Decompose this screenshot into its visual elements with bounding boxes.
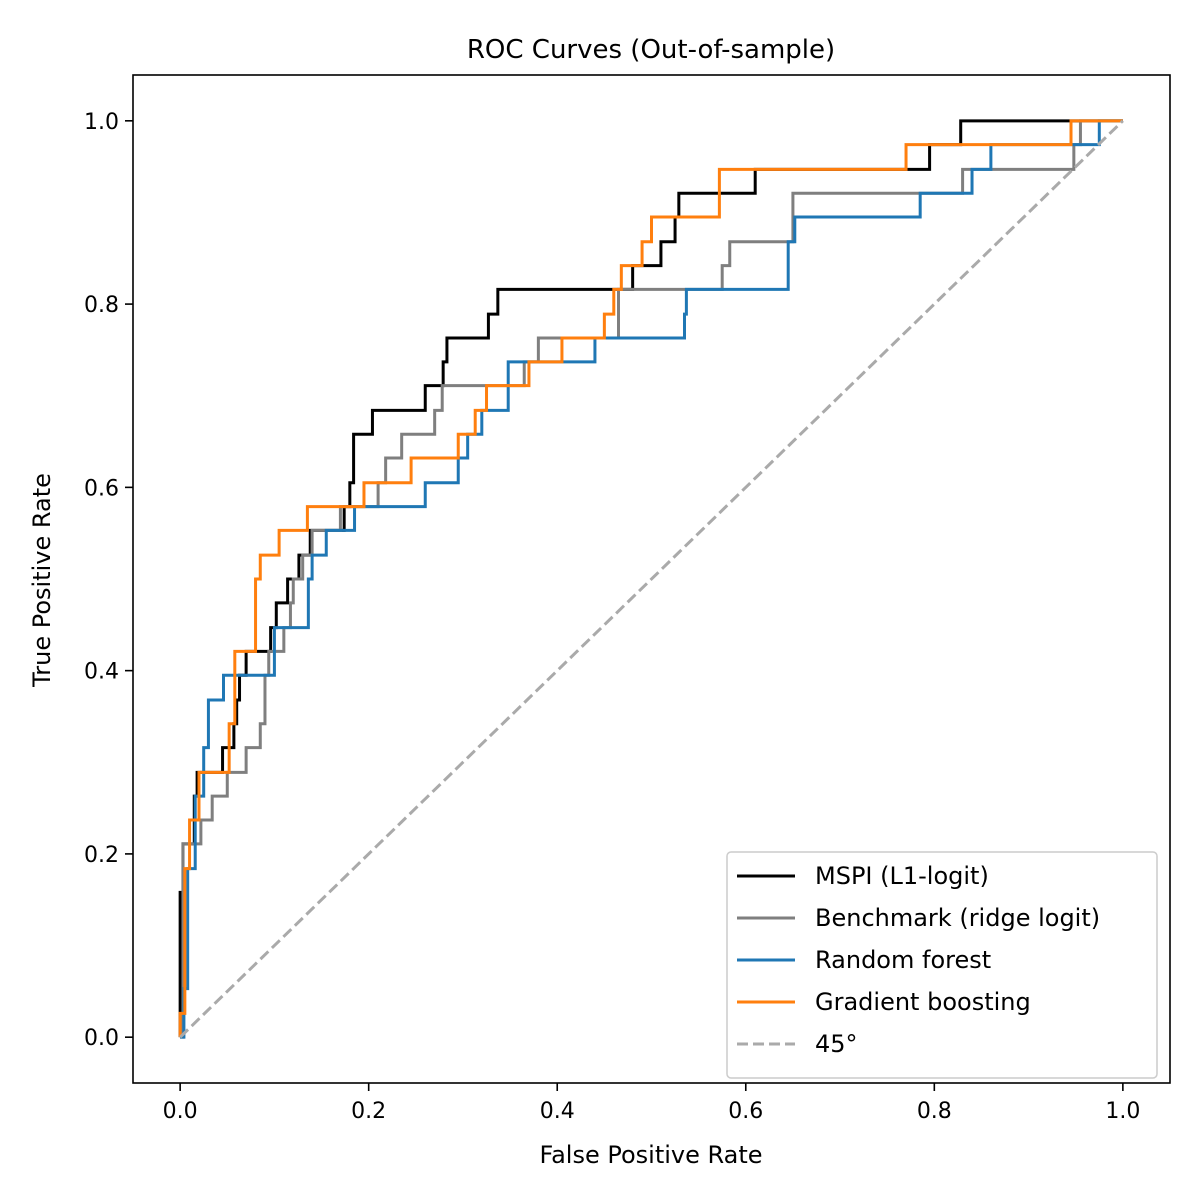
y-tick-label: 1.0 (84, 110, 119, 135)
x-axis-ticks: 0.0 0.2 0.4 0.6 0.8 1.0 (163, 1083, 1140, 1124)
y-axis-ticks: 0.0 0.2 0.4 0.6 0.8 1.0 (84, 110, 133, 1051)
y-tick-label: 0.4 (84, 660, 119, 685)
y-tick-label: 0.2 (84, 843, 119, 868)
series-line-3 (178, 119, 1123, 1038)
x-tick-label: 1.0 (1105, 1099, 1140, 1124)
legend-box (726, 851, 1158, 1079)
series-line-4 (179, 119, 1124, 1039)
x-tick-label: 0.2 (351, 1099, 386, 1124)
legend-label-1: Benchmark (ridge logit) (815, 904, 1100, 932)
chart-title: ROC Curves (Out-of-sample) (467, 35, 835, 65)
plot-area (132, 74, 1171, 1084)
legend-label-3: Gradient boosting (815, 988, 1031, 1016)
legend-label-2: Random forest (815, 946, 991, 974)
axes-frame (132, 74, 1171, 1084)
y-tick-label: 0.0 (84, 1026, 119, 1051)
series-line-2 (180, 119, 1123, 1039)
y-tick-label: 0.8 (84, 293, 119, 318)
x-tick-label: 0.0 (163, 1099, 198, 1124)
x-tick-label: 0.6 (728, 1099, 763, 1124)
x-tick-label: 0.4 (540, 1099, 575, 1124)
legend-label-0: MSPI (L1-logit) (815, 862, 989, 890)
x-tick-label: 0.8 (917, 1099, 952, 1124)
legend: MSPI (L1-logit) Benchmark (ridge logit) Ra… (726, 851, 1158, 1079)
x-axis-label: False Positive Rate (539, 1141, 762, 1169)
legend-label-4: 45° (815, 1030, 858, 1058)
y-axis-label: True Positive Rate (28, 473, 56, 688)
y-tick-label: 0.6 (84, 476, 119, 501)
